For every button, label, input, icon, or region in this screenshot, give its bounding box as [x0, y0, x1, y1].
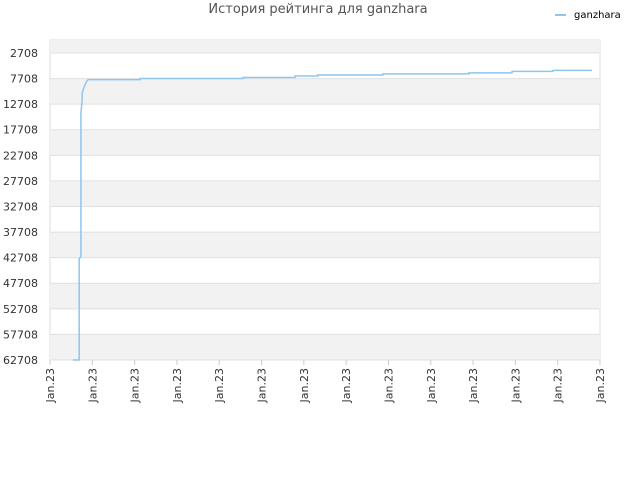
x-tick-label: Jan.23 [425, 368, 438, 403]
x-tick-label: Jan.23 [552, 368, 565, 403]
y-tick-label: 17708 [3, 124, 38, 137]
y-tick-label: 32708 [3, 200, 38, 213]
x-tick-label: Jan.23 [171, 368, 184, 403]
x-tick-label: Jan.23 [44, 368, 57, 403]
grid-band [50, 283, 600, 309]
x-tick-label: Jan.23 [129, 368, 142, 403]
y-tick-label: 12708 [3, 98, 38, 111]
y-tick-label: 52708 [3, 303, 38, 316]
x-tick-label: Jan.23 [382, 368, 395, 403]
y-tick-label: 7708 [10, 73, 38, 86]
y-tick-label: 27708 [3, 175, 38, 188]
grid-band [50, 334, 600, 360]
x-tick-label: Jan.23 [509, 368, 522, 403]
y-tick-label: 37708 [3, 226, 38, 239]
grid-band [50, 180, 600, 207]
y-tick-label: 2708 [10, 47, 38, 60]
y-tick-label: 42708 [3, 252, 38, 265]
y-tick-label: 57708 [3, 328, 38, 341]
line [72, 69, 592, 361]
x-tick-label: Jan.23 [213, 368, 226, 403]
grid-band [50, 78, 600, 105]
legend-label: ganzhara [574, 10, 621, 21]
x-tick-label: Jan.23 [340, 368, 353, 403]
grid-band [50, 40, 600, 53]
x-tick-label: Jan.23 [86, 368, 99, 403]
chart-title: История рейтинга для ganzhara [208, 2, 427, 17]
y-tick-label: 22708 [3, 149, 38, 162]
x-tick-label: Jan.23 [467, 368, 480, 403]
x-tick-label: Jan.23 [256, 368, 269, 403]
y-tick-label: 47708 [3, 277, 38, 290]
x-tick-label: Jan.23 [298, 368, 311, 403]
grid-band [50, 129, 600, 156]
grid-band [50, 232, 600, 258]
x-tick-label: Jan.23 [594, 368, 607, 403]
y-tick-label: 62708 [3, 354, 38, 367]
